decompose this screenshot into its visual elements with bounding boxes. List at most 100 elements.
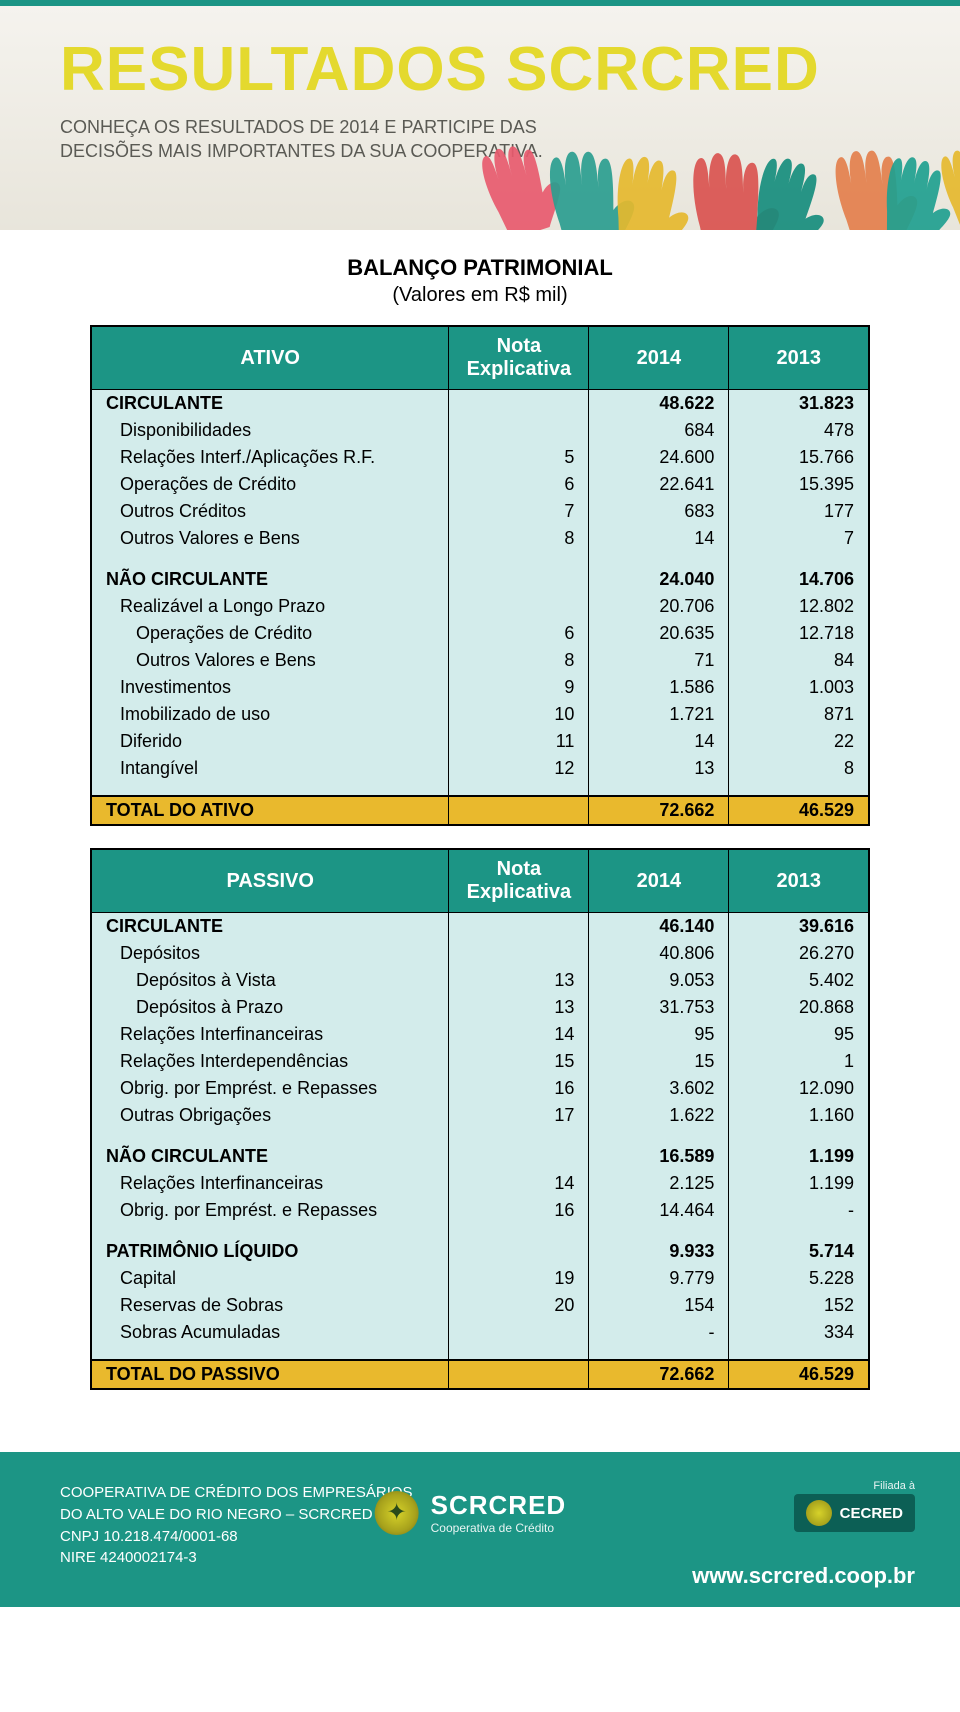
row-2013: 12.802 bbox=[729, 593, 869, 620]
row-2013: 152 bbox=[729, 1292, 869, 1319]
ativo-total-label: TOTAL DO ATIVO bbox=[91, 796, 449, 825]
row-nota bbox=[449, 1238, 589, 1265]
ativo-total-2014: 72.662 bbox=[589, 796, 729, 825]
row-label: Obrig. por Emprést. e Repasses bbox=[91, 1197, 449, 1224]
passivo-total-2013: 46.529 bbox=[729, 1360, 869, 1389]
row-label: Capital bbox=[91, 1265, 449, 1292]
row-label: Intangível bbox=[91, 755, 449, 782]
table-row: Outras Obrigações171.6221.160 bbox=[91, 1102, 869, 1129]
row-nota: 6 bbox=[449, 620, 589, 647]
table-row: Capital199.7795.228 bbox=[91, 1265, 869, 1292]
row-label: NÃO CIRCULANTE bbox=[91, 1143, 449, 1170]
row-2013: - bbox=[729, 1197, 869, 1224]
row-2013: 26.270 bbox=[729, 940, 869, 967]
document-body: BALANÇO PATRIMONIAL (Valores em R$ mil) … bbox=[0, 230, 960, 1452]
row-2013: 7 bbox=[729, 525, 869, 552]
row-label: CIRCULANTE bbox=[91, 390, 449, 418]
row-label: Diferido bbox=[91, 728, 449, 755]
row-nota: 11 bbox=[449, 728, 589, 755]
ativo-h0: ATIVO bbox=[91, 326, 449, 390]
row-label: CIRCULANTE bbox=[91, 913, 449, 941]
table-row: Disponibilidades684478 bbox=[91, 417, 869, 444]
table-row bbox=[91, 1224, 869, 1238]
affiliate-icon bbox=[806, 1500, 832, 1526]
row-2014: 24.040 bbox=[589, 566, 729, 593]
table-row: Intangível12138 bbox=[91, 755, 869, 782]
table-row: Relações Interfinanceiras142.1251.199 bbox=[91, 1170, 869, 1197]
passivo-h2: 2014 bbox=[589, 849, 729, 913]
table-row bbox=[91, 552, 869, 566]
row-nota bbox=[449, 593, 589, 620]
row-nota: 5 bbox=[449, 444, 589, 471]
row-label: Obrig. por Emprést. e Repasses bbox=[91, 1075, 449, 1102]
row-2013: 1.199 bbox=[729, 1170, 869, 1197]
document-subtitle: (Valores em R$ mil) bbox=[90, 284, 870, 307]
ativo-total-nota bbox=[449, 796, 589, 825]
row-nota: 16 bbox=[449, 1197, 589, 1224]
document-title: BALANÇO PATRIMONIAL bbox=[90, 255, 870, 281]
row-nota: 13 bbox=[449, 994, 589, 1021]
footer-website: www.scrcred.coop.br bbox=[692, 1563, 915, 1589]
row-nota: 17 bbox=[449, 1102, 589, 1129]
row-2014: 14.464 bbox=[589, 1197, 729, 1224]
row-nota: 14 bbox=[449, 1021, 589, 1048]
row-2014: 40.806 bbox=[589, 940, 729, 967]
footer-brand: ✦ SCRCRED Cooperativa de Crédito bbox=[375, 1490, 567, 1535]
brand-badge-icon: ✦ bbox=[375, 1491, 419, 1535]
row-label: Sobras Acumuladas bbox=[91, 1319, 449, 1346]
row-2014: 9.053 bbox=[589, 967, 729, 994]
row-label: Relações Interf./Aplicações R.F. bbox=[91, 444, 449, 471]
row-2013: 15.766 bbox=[729, 444, 869, 471]
row-2014: 22.641 bbox=[589, 471, 729, 498]
row-label: Relações Interdependências bbox=[91, 1048, 449, 1075]
row-2013: 20.868 bbox=[729, 994, 869, 1021]
table-row: Investimentos91.5861.003 bbox=[91, 674, 869, 701]
row-nota: 8 bbox=[449, 647, 589, 674]
row-nota: 12 bbox=[449, 755, 589, 782]
row-2014: 14 bbox=[589, 728, 729, 755]
table-row: Obrig. por Emprést. e Repasses1614.464- bbox=[91, 1197, 869, 1224]
passivo-total-label: TOTAL DO PASSIVO bbox=[91, 1360, 449, 1389]
row-nota: 20 bbox=[449, 1292, 589, 1319]
passivo-total-nota bbox=[449, 1360, 589, 1389]
ativo-h1: Nota Explicativa bbox=[449, 326, 589, 390]
row-2014: 683 bbox=[589, 498, 729, 525]
row-label: Relações Interfinanceiras bbox=[91, 1170, 449, 1197]
passivo-header: PASSIVO Nota Explicativa 2014 2013 bbox=[91, 849, 869, 913]
row-label: Depósitos bbox=[91, 940, 449, 967]
ativo-h3: 2013 bbox=[729, 326, 869, 390]
table-row: NÃO CIRCULANTE24.04014.706 bbox=[91, 566, 869, 593]
passivo-total-row: TOTAL DO PASSIVO 72.662 46.529 bbox=[91, 1360, 869, 1389]
passivo-h3: 2013 bbox=[729, 849, 869, 913]
table-row: NÃO CIRCULANTE16.5891.199 bbox=[91, 1143, 869, 1170]
row-2014: 9.933 bbox=[589, 1238, 729, 1265]
row-2013: 15.395 bbox=[729, 471, 869, 498]
row-label: Operações de Crédito bbox=[91, 471, 449, 498]
table-row: CIRCULANTE46.14039.616 bbox=[91, 913, 869, 941]
ativo-total-row: TOTAL DO ATIVO 72.662 46.529 bbox=[91, 796, 869, 825]
row-label: Operações de Crédito bbox=[91, 620, 449, 647]
table-row: Depósitos à Prazo1331.75320.868 bbox=[91, 994, 869, 1021]
row-2014: 31.753 bbox=[589, 994, 729, 1021]
row-2014: 24.600 bbox=[589, 444, 729, 471]
row-2013: 5.402 bbox=[729, 967, 869, 994]
row-2014: 3.602 bbox=[589, 1075, 729, 1102]
table-row: PATRIMÔNIO LÍQUIDO9.9335.714 bbox=[91, 1238, 869, 1265]
row-label: Imobilizado de uso bbox=[91, 701, 449, 728]
row-nota: 16 bbox=[449, 1075, 589, 1102]
row-2014: 15 bbox=[589, 1048, 729, 1075]
table-row bbox=[91, 782, 869, 796]
row-2014: 46.140 bbox=[589, 913, 729, 941]
row-nota bbox=[449, 940, 589, 967]
row-2013: 334 bbox=[729, 1319, 869, 1346]
ativo-table: ATIVO Nota Explicativa 2014 2013 CIRCULA… bbox=[90, 325, 870, 826]
row-nota: 19 bbox=[449, 1265, 589, 1292]
row-label: Depósitos à Vista bbox=[91, 967, 449, 994]
brand-tagline: Cooperativa de Crédito bbox=[431, 1521, 567, 1535]
row-nota: 9 bbox=[449, 674, 589, 701]
row-2013: 12.090 bbox=[729, 1075, 869, 1102]
row-label: Outros Valores e Bens bbox=[91, 647, 449, 674]
row-2013: 14.706 bbox=[729, 566, 869, 593]
ativo-header: ATIVO Nota Explicativa 2014 2013 bbox=[91, 326, 869, 390]
table-row: Diferido111422 bbox=[91, 728, 869, 755]
